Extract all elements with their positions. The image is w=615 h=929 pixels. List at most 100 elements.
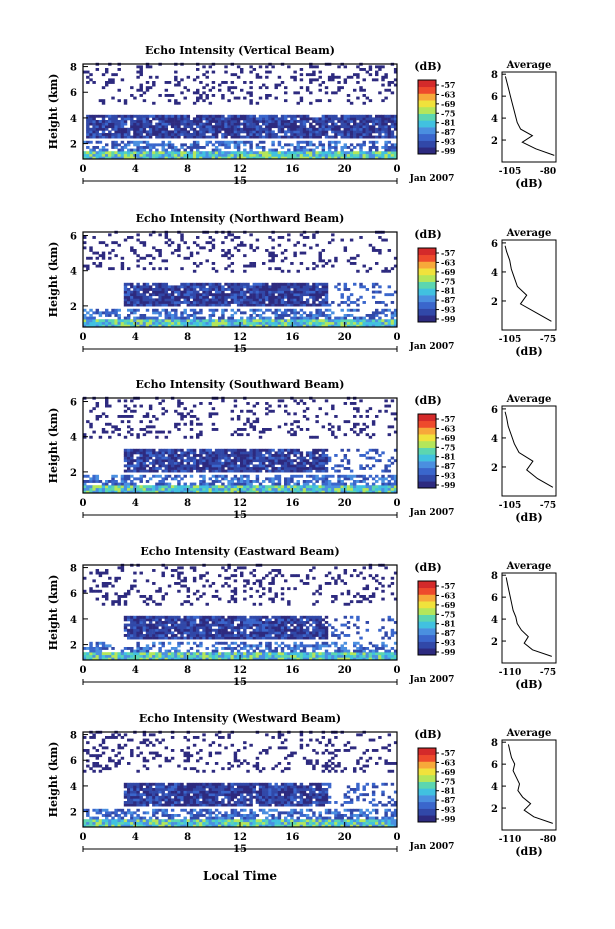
heatmap-cell xyxy=(208,301,213,304)
heatmap-cell xyxy=(164,259,169,263)
heatmap-cell xyxy=(208,469,213,473)
heatmap-cell xyxy=(258,156,263,160)
heatmap-cell xyxy=(136,641,140,645)
heatmap-cell xyxy=(262,120,266,123)
heatmap-cell xyxy=(236,127,241,131)
heatmap-cell xyxy=(170,117,175,121)
heatmap-cell xyxy=(274,324,278,328)
heatmap-cell xyxy=(164,623,169,627)
heatmap-cell xyxy=(315,415,319,418)
heatmap-cell xyxy=(192,282,197,286)
heatmap-cell xyxy=(177,321,181,325)
heatmap-cell xyxy=(375,140,379,144)
heatmap-cell xyxy=(236,321,241,325)
heatmap-cell xyxy=(378,316,382,320)
heatmap-cell xyxy=(255,135,260,139)
heatmap-cell xyxy=(249,99,253,103)
heatmap-cell xyxy=(174,621,178,624)
heatmap-cell xyxy=(196,143,200,147)
heatmap-cell xyxy=(296,402,300,405)
heatmap-cell xyxy=(371,156,376,160)
heatmap-cell xyxy=(349,153,354,157)
heatmap-cell xyxy=(111,249,115,252)
heatmap-cell xyxy=(236,125,241,129)
heatmap-cell xyxy=(164,490,169,494)
heatmap-cell xyxy=(337,477,341,481)
heatmap-cell xyxy=(186,319,191,323)
heatmap-cell xyxy=(136,319,140,323)
heatmap-cell xyxy=(384,143,388,147)
heatmap-cell xyxy=(271,122,275,126)
heatmap-cell xyxy=(362,140,366,144)
heatmap-cell xyxy=(221,143,225,147)
heatmap-cell xyxy=(296,420,300,424)
heatmap-cell xyxy=(130,485,134,489)
heatmap-cell xyxy=(145,298,150,302)
x-tick-label: 8 xyxy=(184,332,191,343)
heatmap-cell xyxy=(177,319,181,323)
heatmap-cell xyxy=(92,487,96,491)
heatmap-cell xyxy=(378,454,382,457)
heatmap-cell xyxy=(246,324,250,328)
heatmap-cell xyxy=(233,319,238,323)
heatmap-cell xyxy=(123,135,128,139)
heatmap-cell xyxy=(180,454,184,457)
heatmap-cell xyxy=(284,454,288,457)
heatmap-cell xyxy=(164,321,169,325)
heatmap-cell xyxy=(196,151,200,155)
heatmap-cell xyxy=(349,482,354,486)
heatmap-cell xyxy=(136,618,140,622)
heatmap-cell xyxy=(174,314,178,317)
heatmap-cell xyxy=(277,459,282,463)
heatmap-cell xyxy=(114,480,118,483)
heatmap-cell xyxy=(148,122,153,126)
heatmap-cell xyxy=(312,290,316,294)
heatmap-cell xyxy=(192,293,197,297)
heatmap-cell xyxy=(177,125,181,129)
heatmap-cell xyxy=(202,448,206,452)
heatmap-cell xyxy=(142,657,147,661)
heatmap-cell xyxy=(274,301,278,304)
heatmap-cell xyxy=(211,469,216,473)
heatmap-cell xyxy=(98,652,103,656)
heatmap-cell xyxy=(192,91,197,95)
heatmap-cell xyxy=(346,303,351,307)
heatmap-cell xyxy=(277,83,282,87)
heatmap-cell xyxy=(274,133,278,136)
heatmap-cell xyxy=(284,311,288,315)
colorbar-frame xyxy=(417,247,437,323)
heatmap-cell xyxy=(218,464,222,468)
heatmap-cell xyxy=(309,246,313,250)
heatmap-cell xyxy=(274,451,278,455)
heatmap-cell xyxy=(95,649,100,653)
heatmap-cell xyxy=(371,127,376,131)
heatmap-cell xyxy=(227,288,231,291)
heatmap-cell xyxy=(255,298,260,302)
heatmap-cell xyxy=(205,295,209,299)
heatmap-cell xyxy=(120,415,125,418)
heatmap-cell xyxy=(127,485,131,489)
heatmap-cell xyxy=(142,241,147,245)
heatmap-cell xyxy=(196,290,200,294)
day-label: 15 xyxy=(233,344,247,355)
heatmap-cell xyxy=(196,319,200,323)
heatmap-cell xyxy=(164,634,169,637)
heatmap-cell xyxy=(133,448,137,452)
heatmap-cell xyxy=(221,451,225,455)
heatmap-cell xyxy=(205,130,209,134)
heatmap-cell xyxy=(387,308,392,312)
heatmap-cell xyxy=(133,618,137,622)
heatmap-cell xyxy=(114,73,118,77)
heatmap-cell xyxy=(192,490,197,494)
heatmap-cell xyxy=(145,88,150,92)
heatmap-cell xyxy=(356,324,360,328)
heatmap-cell xyxy=(133,293,137,297)
heatmap-cell xyxy=(180,415,184,418)
heatmap-cell xyxy=(227,146,231,149)
heatmap-cell xyxy=(95,127,100,131)
heatmap-cell xyxy=(368,73,373,77)
heatmap-cell xyxy=(174,298,178,302)
heatmap-cell xyxy=(136,288,140,291)
heatmap-cell xyxy=(218,324,222,328)
heatmap-cell xyxy=(271,295,275,299)
